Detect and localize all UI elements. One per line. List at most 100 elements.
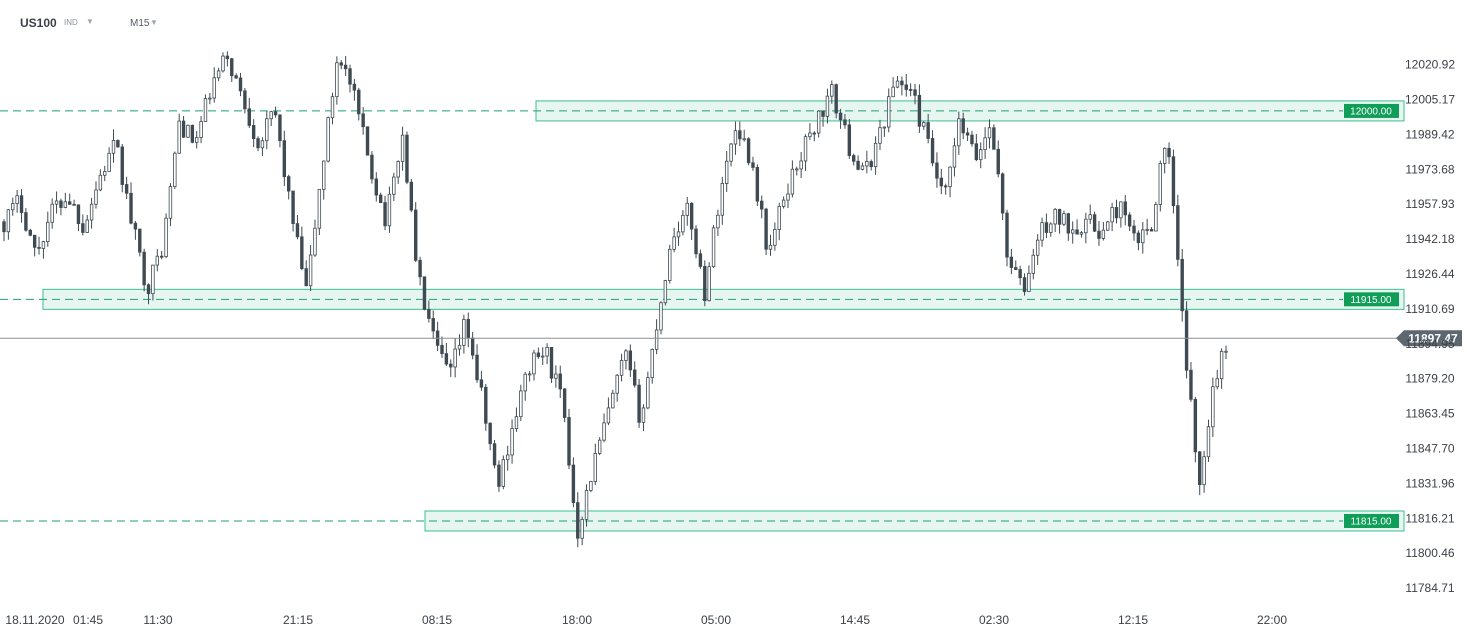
candle xyxy=(1049,222,1053,237)
candle xyxy=(497,460,501,492)
candle xyxy=(1101,221,1106,241)
candle xyxy=(633,361,637,388)
candle xyxy=(992,124,996,150)
candle xyxy=(724,151,729,192)
candle xyxy=(484,383,488,431)
candle xyxy=(764,207,768,256)
symbol-dropdown-icon[interactable]: ▼ xyxy=(86,17,94,26)
candle xyxy=(904,73,908,97)
y-tick-label: 12020.92 xyxy=(1405,58,1455,72)
timeframe-selector[interactable]: M15 xyxy=(130,18,150,29)
candle xyxy=(449,359,453,377)
candle xyxy=(63,192,68,209)
candle xyxy=(733,121,738,155)
candle xyxy=(746,137,751,166)
x-tick-label: 08:15 xyxy=(422,613,452,627)
candle xyxy=(330,92,335,125)
candle xyxy=(707,262,711,302)
candle xyxy=(322,160,326,200)
candle xyxy=(462,314,466,354)
candle xyxy=(606,397,611,426)
symbol-label[interactable]: US100 xyxy=(20,16,57,30)
candle xyxy=(37,236,41,255)
candle xyxy=(221,52,225,73)
candle xyxy=(830,80,834,104)
candle xyxy=(637,378,641,428)
candle xyxy=(129,182,133,225)
y-tick-label: 11863.45 xyxy=(1405,407,1454,421)
candle xyxy=(59,198,63,216)
candle xyxy=(378,192,383,204)
candle xyxy=(821,110,825,127)
candle xyxy=(247,98,251,128)
candle xyxy=(1180,248,1184,322)
x-tick-label: 05:00 xyxy=(701,613,731,627)
timeframe-dropdown-icon[interactable]: ▼ xyxy=(150,18,158,27)
candle xyxy=(510,419,514,464)
candle xyxy=(584,484,589,527)
candle xyxy=(1211,377,1215,438)
candle xyxy=(444,342,449,366)
candle xyxy=(1057,208,1062,234)
candle xyxy=(195,131,199,149)
candle xyxy=(1136,230,1141,251)
candle xyxy=(1198,451,1202,496)
candle xyxy=(900,76,904,96)
candle xyxy=(1132,219,1136,241)
candle xyxy=(760,195,764,219)
candle xyxy=(742,129,746,142)
candle xyxy=(190,124,195,144)
candle xyxy=(374,172,378,202)
candle xyxy=(922,121,926,130)
candle xyxy=(475,344,479,383)
candle xyxy=(1215,369,1219,390)
candle xyxy=(711,225,716,268)
candle xyxy=(164,213,168,259)
candle xyxy=(615,373,619,402)
candle xyxy=(348,64,352,93)
candle xyxy=(383,195,387,231)
candle xyxy=(1123,194,1127,226)
candle xyxy=(173,151,177,190)
y-tick-label: 11816.21 xyxy=(1405,511,1454,525)
candle xyxy=(1176,194,1180,267)
candle xyxy=(98,169,103,192)
candle xyxy=(343,56,348,77)
candle xyxy=(803,134,808,171)
candle xyxy=(326,116,330,163)
candle xyxy=(589,480,593,493)
candle xyxy=(1149,227,1154,232)
current-price-line: 11897.47 xyxy=(0,330,1462,347)
candle xyxy=(580,516,584,546)
candle xyxy=(1119,201,1123,228)
candle xyxy=(269,110,273,127)
candle xyxy=(1071,221,1075,244)
level-badge-label: 11915.00 xyxy=(1351,295,1392,306)
candle xyxy=(519,384,523,422)
y-tick-label: 11973.68 xyxy=(1405,162,1454,176)
candle xyxy=(961,112,965,140)
level-lines: 12000.00 11915.00 11815.00 xyxy=(0,103,1399,528)
candle xyxy=(1014,260,1018,270)
candle xyxy=(545,343,549,365)
candle xyxy=(554,365,558,388)
candle xyxy=(317,188,322,235)
candle xyxy=(689,202,694,241)
candle xyxy=(212,67,216,103)
candle xyxy=(523,371,527,401)
candle xyxy=(593,443,597,486)
candle xyxy=(435,321,440,352)
candle xyxy=(6,209,11,240)
candle xyxy=(67,193,72,205)
x-tick-label: 11:30 xyxy=(143,613,172,627)
candle xyxy=(957,111,961,155)
candle xyxy=(414,202,418,262)
candle xyxy=(357,87,361,121)
y-tick-label: 12005.17 xyxy=(1405,92,1455,106)
candle xyxy=(926,113,930,144)
candle xyxy=(738,121,742,147)
candle xyxy=(646,371,650,410)
candle xyxy=(1084,212,1088,244)
candle xyxy=(860,162,865,171)
